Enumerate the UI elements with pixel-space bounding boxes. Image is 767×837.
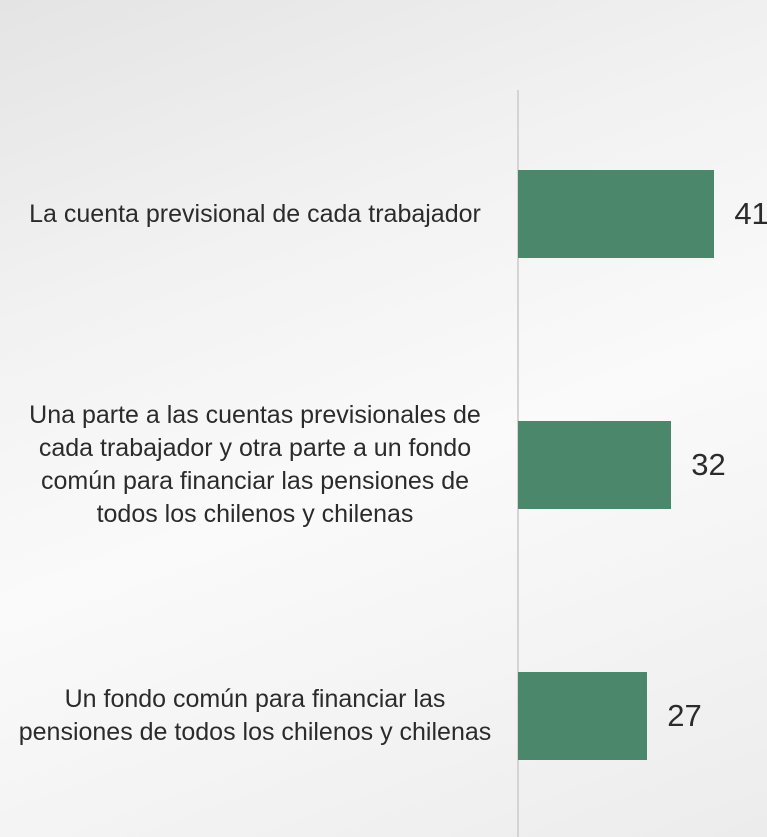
category-label: Una parte a las cuentas previsionales de… (29, 401, 481, 528)
bar (518, 672, 648, 760)
value-label: 41 (734, 196, 767, 231)
value-label: 27 (667, 698, 702, 733)
bar (518, 421, 672, 509)
value-label: 32 (691, 447, 726, 482)
category-label: La cuenta previsional de cada trabajador (29, 199, 481, 228)
bar (518, 170, 715, 258)
category-label: Un fondo común para financiar las pensio… (18, 685, 492, 746)
